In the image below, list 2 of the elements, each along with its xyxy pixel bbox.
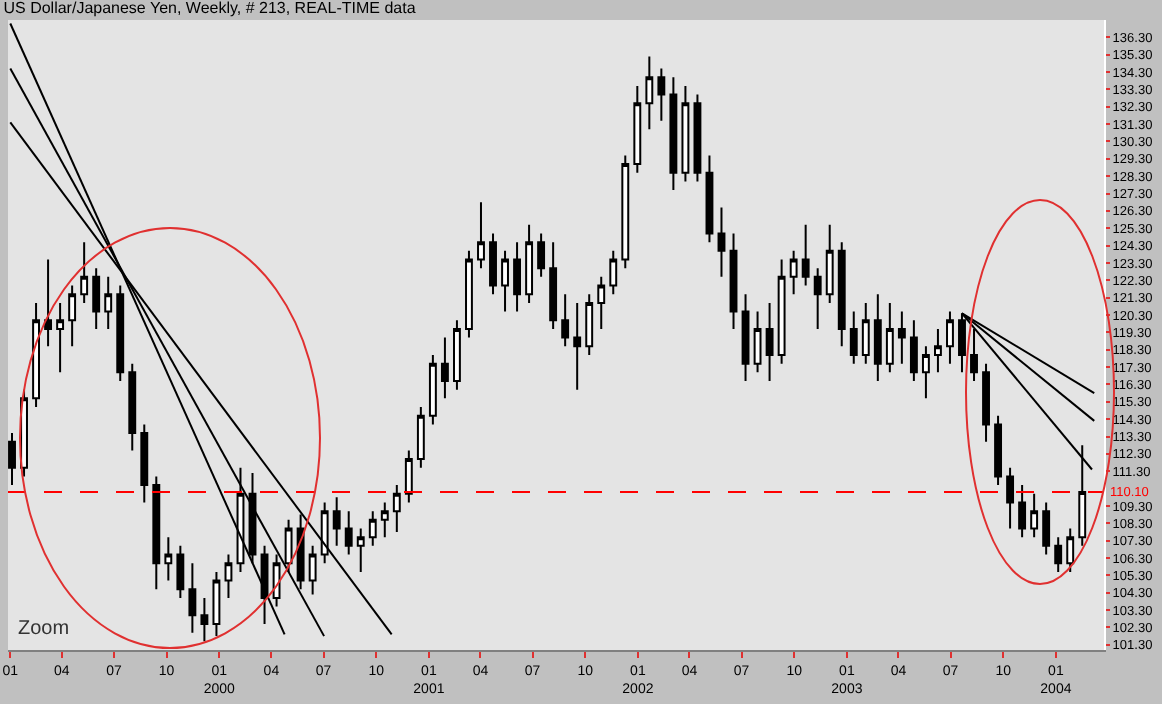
chart-title: US Dollar/Japanese Yen, Weekly, # 213, REAL-TIME data xyxy=(3,0,417,17)
annotation: Zoom xyxy=(18,618,70,640)
